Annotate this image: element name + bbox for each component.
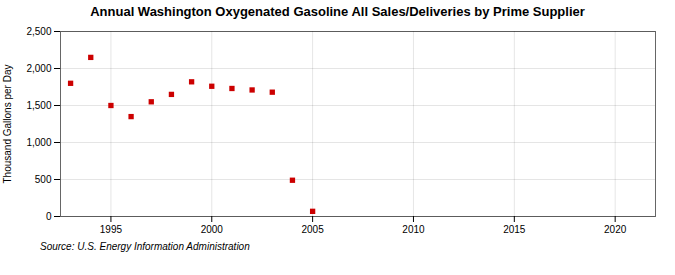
svg-text:2,500: 2,500 [26, 26, 51, 37]
svg-text:2010: 2010 [402, 224, 425, 235]
svg-text:0: 0 [46, 211, 52, 222]
svg-text:500: 500 [35, 174, 52, 185]
svg-text:2015: 2015 [503, 224, 526, 235]
svg-text:2,000: 2,000 [26, 63, 51, 74]
svg-text:Thousand Gallons per Day: Thousand Gallons per Day [2, 65, 13, 184]
svg-text:1995: 1995 [100, 224, 123, 235]
svg-text:2000: 2000 [201, 224, 224, 235]
svg-text:1,000: 1,000 [26, 137, 51, 148]
svg-text:1,500: 1,500 [26, 100, 51, 111]
html-text:Source: U.S. Energy Informatio: Source: U.S. Energy Information Administ… [40, 241, 250, 252]
svg-text:2020: 2020 [604, 224, 627, 235]
svg-text:2005: 2005 [301, 224, 324, 235]
html-text:Annual Washington Oxygenated G: Annual Washington Oxygenated Gasoline Al… [90, 4, 585, 19]
